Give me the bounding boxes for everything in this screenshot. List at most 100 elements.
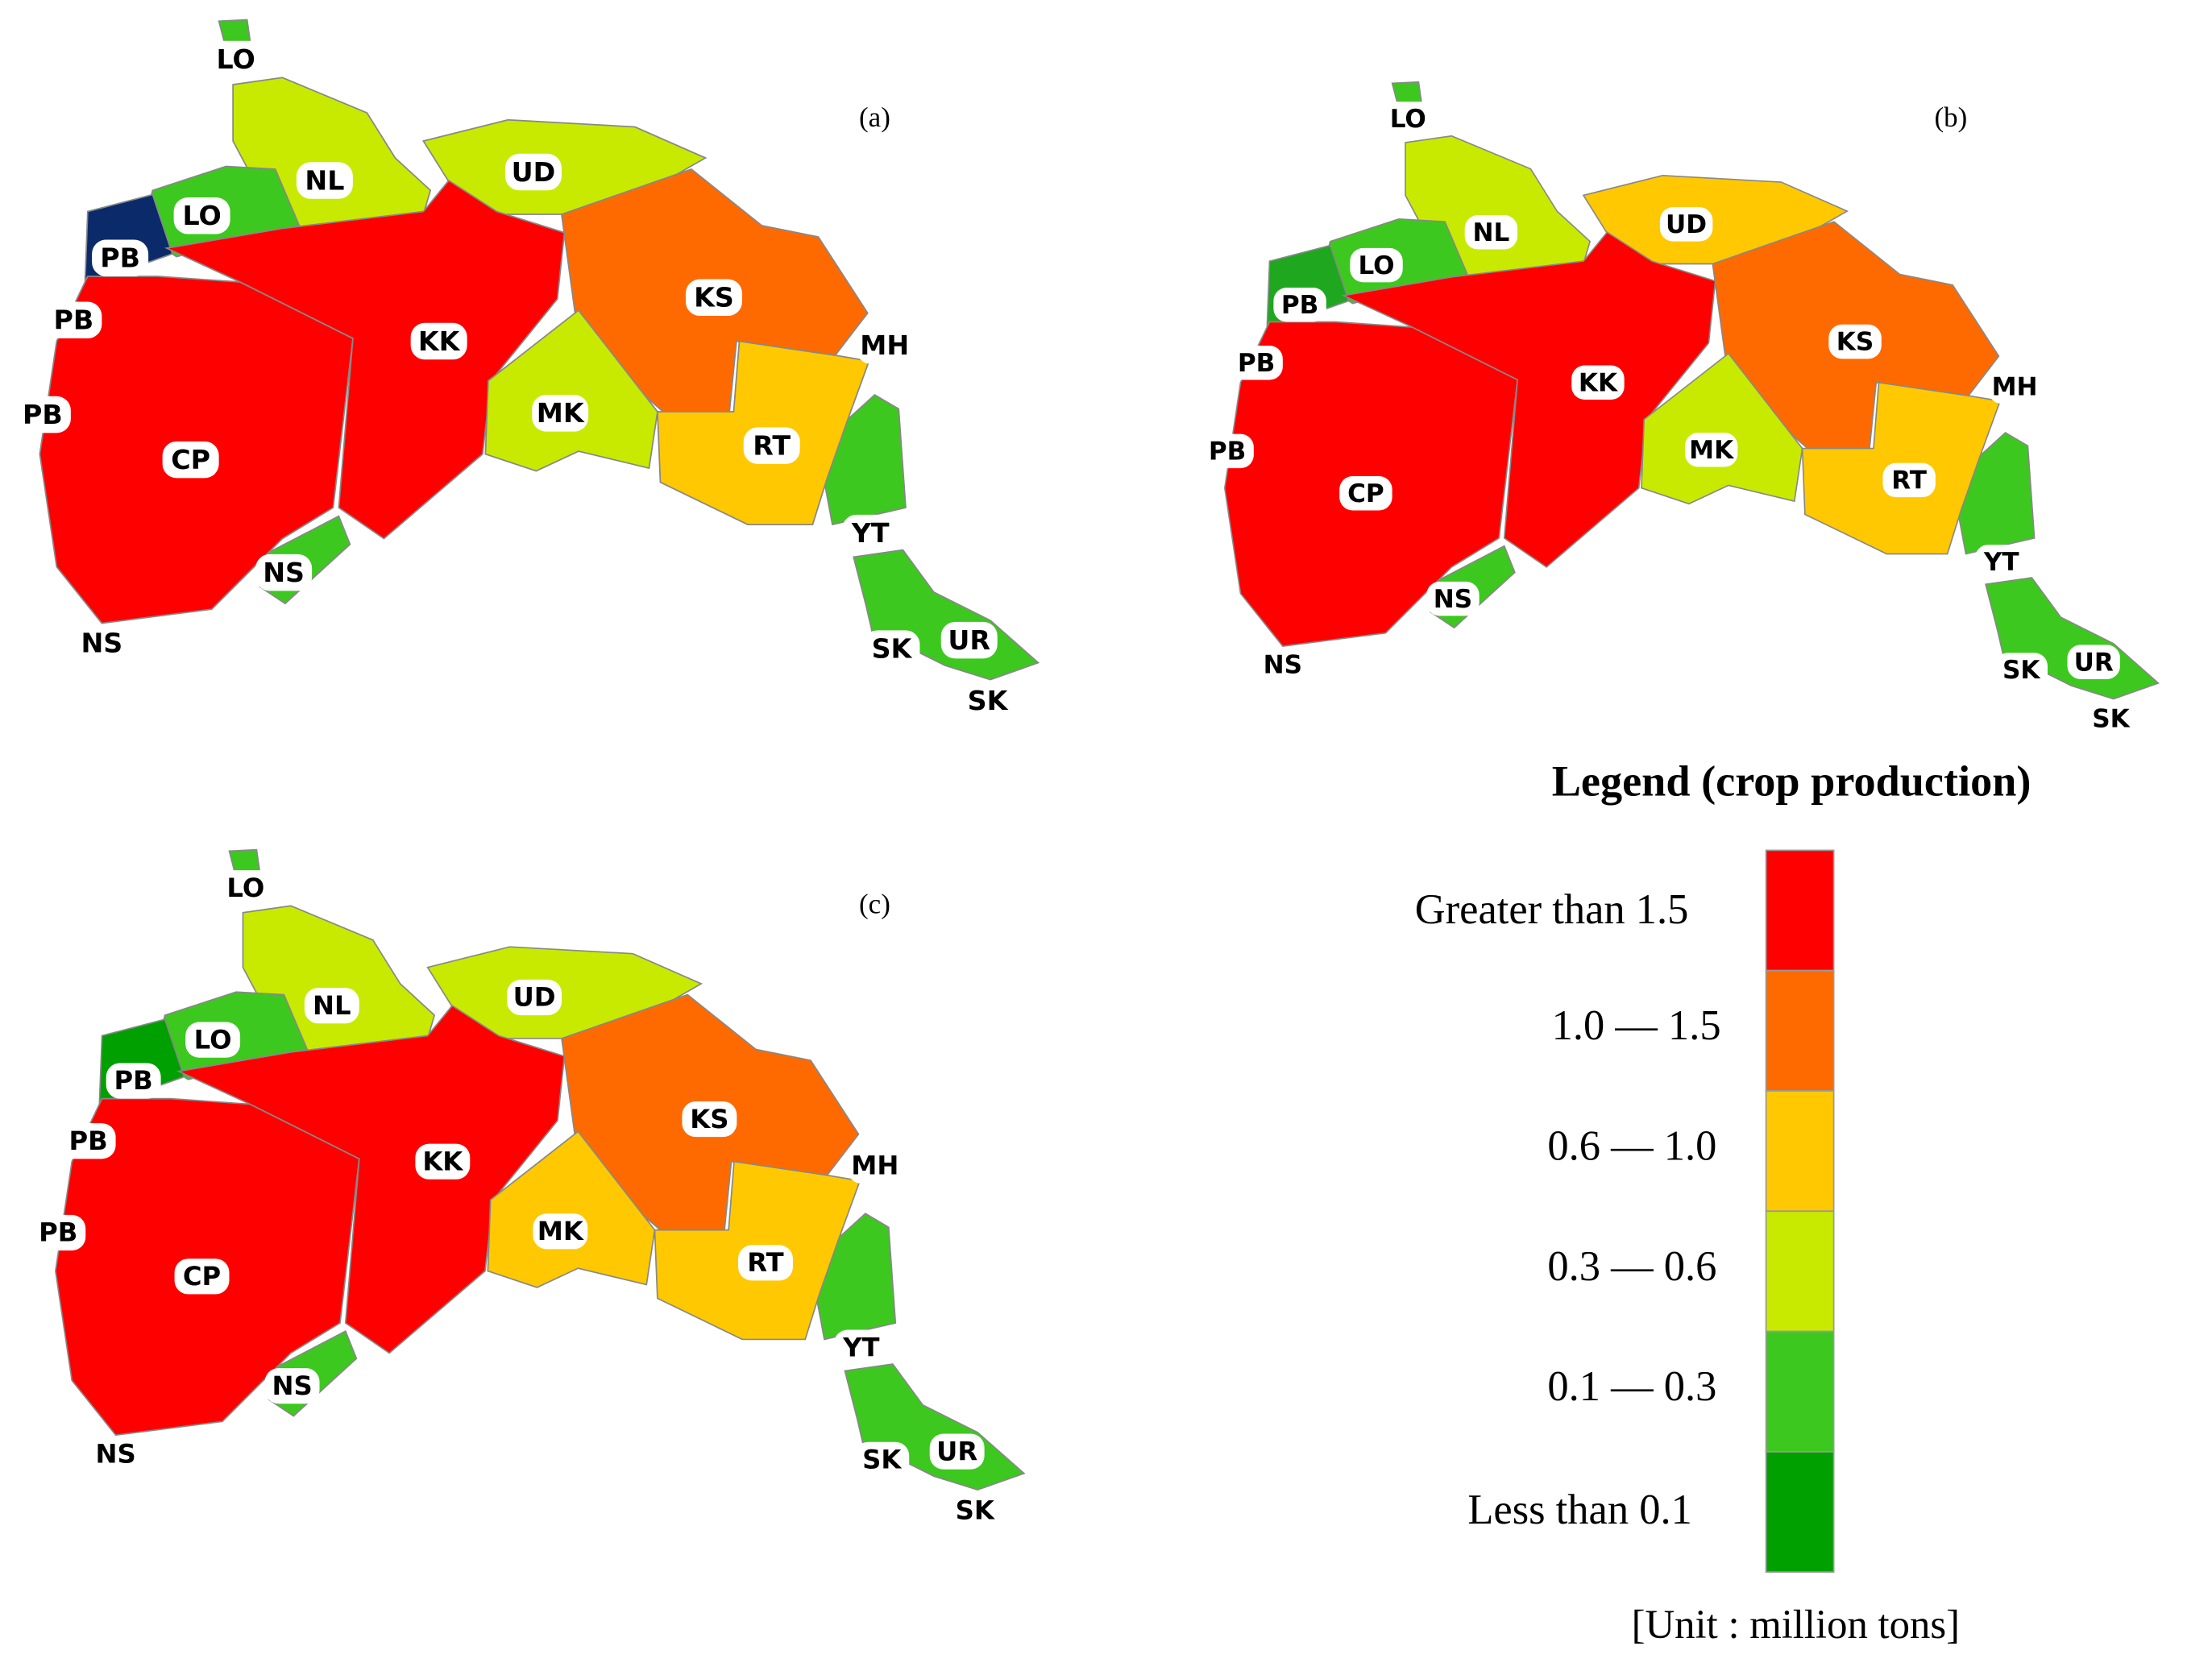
label-bg	[929, 1433, 985, 1470]
label-bg	[45, 301, 102, 339]
region-label: SK	[2002, 656, 2041, 685]
region-label: MK	[537, 397, 585, 429]
label-bg	[218, 870, 273, 906]
region-label: LO	[194, 1024, 232, 1055]
region	[484, 309, 658, 472]
region-label: RT	[1891, 466, 1928, 495]
label-bg	[1339, 475, 1392, 511]
region-label: NL	[313, 990, 351, 1021]
region-label: SK	[956, 1495, 995, 1525]
region-label: NS	[1434, 585, 1472, 614]
label-bg	[1659, 207, 1713, 242]
label-bg	[743, 427, 800, 464]
region-label: CP	[183, 1261, 221, 1292]
label-bg	[1256, 647, 1309, 682]
label-bg	[185, 1022, 241, 1058]
region-label: NS	[95, 1439, 135, 1470]
label-bg	[507, 979, 562, 1016]
region-label: CP	[171, 444, 210, 475]
label-bg	[685, 279, 742, 317]
region-label: LO	[182, 200, 221, 231]
legend-swatch	[1765, 1330, 1835, 1453]
region-label: KK	[422, 1146, 463, 1176]
region	[176, 1005, 566, 1354]
legend-label: 0.3 — 0.6	[1547, 1243, 1716, 1290]
legend-swatch	[1765, 1210, 1835, 1333]
region-label: MH	[1992, 372, 2038, 401]
region-label: SK	[862, 1445, 902, 1475]
region-label: SK	[968, 685, 1009, 716]
label-bg	[1273, 287, 1326, 322]
region-label: KS	[690, 1104, 728, 1134]
label-bg	[1381, 102, 1435, 136]
region-label: PB	[1281, 291, 1318, 320]
region-label: NL	[305, 164, 344, 196]
region	[1641, 352, 1803, 505]
label-bg	[255, 554, 313, 591]
legend-label: Less than 0.1	[1467, 1486, 1692, 1533]
legend-swatch	[1765, 1090, 1835, 1213]
region	[487, 1130, 656, 1288]
label-bg	[959, 682, 1016, 719]
label-bg	[88, 1436, 143, 1473]
label-bg	[847, 1147, 903, 1184]
region-label: YT	[851, 517, 890, 549]
region-label: UD	[513, 982, 556, 1013]
region-label: UD	[512, 156, 556, 188]
region-label: PB	[53, 305, 93, 336]
legend-swatch	[1765, 849, 1835, 972]
label-bg	[1201, 433, 1254, 469]
label-bg	[1974, 545, 2028, 579]
region-label: PB	[23, 399, 63, 430]
region-label: NS	[272, 1370, 312, 1401]
region	[1341, 231, 1716, 568]
label-bg	[1230, 345, 1283, 380]
panel-tag: (a)	[859, 102, 890, 133]
label-bg	[532, 395, 589, 432]
legend-label: 0.6 — 1.0	[1547, 1123, 1716, 1170]
region-label: MK	[537, 1216, 584, 1246]
region-label: UR	[948, 624, 990, 656]
region-label: PB	[1209, 437, 1246, 466]
region-label: NS	[263, 557, 305, 588]
label-bg	[410, 322, 467, 360]
region	[164, 179, 566, 540]
label-bg	[162, 441, 219, 479]
label-bg	[533, 1213, 588, 1250]
label-bg	[2067, 645, 2120, 679]
region-label: NS	[1264, 651, 1302, 680]
label-bg	[1350, 247, 1403, 283]
label-bg	[415, 1143, 471, 1180]
region-label: LO	[1358, 251, 1394, 280]
label-bg	[304, 988, 359, 1024]
label-bg	[73, 624, 131, 661]
region-label: NS	[81, 627, 122, 658]
region-label: PB	[114, 1065, 153, 1096]
label-bg	[1571, 365, 1625, 400]
label-bg	[207, 40, 264, 78]
label-bg	[682, 1101, 737, 1138]
panel-tag: (b)	[1934, 102, 1967, 133]
legend-label: Greater than 1.5	[1415, 886, 1689, 933]
region-label: PB	[100, 243, 140, 274]
region-label: KS	[1836, 328, 1874, 357]
region-label: YT	[1983, 548, 2020, 577]
region-label: NL	[1472, 218, 1509, 247]
label-bg	[60, 1123, 116, 1159]
region-label: PB	[1238, 349, 1275, 378]
label-bg	[264, 1368, 320, 1404]
panel-tag: (c)	[859, 888, 890, 919]
label-bg	[14, 396, 71, 433]
legend-unit: [Unit : million tons]	[1632, 1602, 1960, 1647]
label-bg	[1994, 653, 2048, 687]
label-bg	[296, 162, 353, 199]
label-bg	[173, 197, 230, 234]
label-bg	[1684, 432, 1738, 467]
label-bg	[833, 1329, 889, 1366]
region-label: MH	[860, 330, 909, 361]
label-bg	[504, 153, 562, 191]
